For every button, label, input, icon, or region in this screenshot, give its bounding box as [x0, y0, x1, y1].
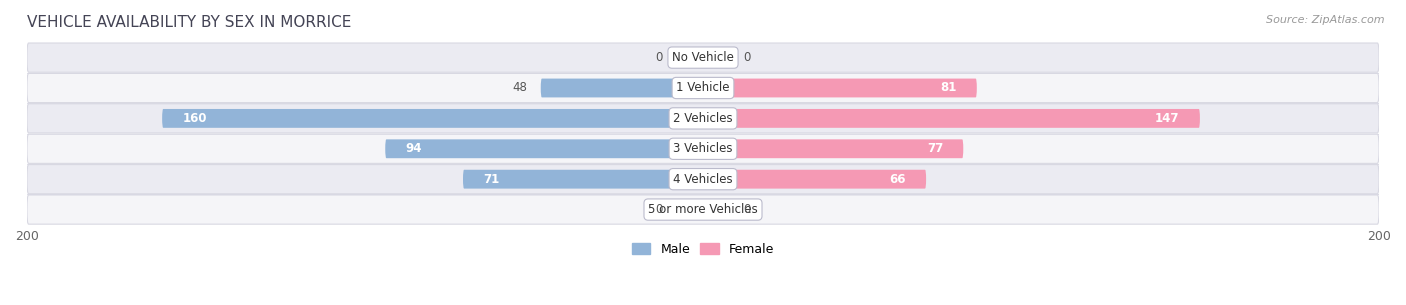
Text: 66: 66 [890, 173, 905, 186]
FancyBboxPatch shape [385, 139, 703, 158]
FancyBboxPatch shape [703, 200, 730, 219]
Text: 147: 147 [1156, 112, 1180, 125]
Legend: Male, Female: Male, Female [627, 238, 779, 261]
Text: 4 Vehicles: 4 Vehicles [673, 173, 733, 186]
Text: 1 Vehicle: 1 Vehicle [676, 81, 730, 95]
FancyBboxPatch shape [27, 43, 1379, 72]
FancyBboxPatch shape [703, 170, 927, 188]
FancyBboxPatch shape [703, 79, 977, 97]
Text: 0: 0 [744, 51, 751, 64]
FancyBboxPatch shape [27, 74, 1379, 102]
FancyBboxPatch shape [162, 109, 703, 128]
Text: 94: 94 [405, 142, 422, 155]
FancyBboxPatch shape [463, 170, 703, 188]
FancyBboxPatch shape [27, 195, 1379, 224]
Text: 0: 0 [744, 203, 751, 216]
Text: 71: 71 [484, 173, 499, 186]
Text: VEHICLE AVAILABILITY BY SEX IN MORRICE: VEHICLE AVAILABILITY BY SEX IN MORRICE [27, 15, 352, 30]
Text: 0: 0 [655, 203, 662, 216]
FancyBboxPatch shape [676, 200, 703, 219]
Text: Source: ZipAtlas.com: Source: ZipAtlas.com [1267, 15, 1385, 25]
Text: 77: 77 [927, 142, 943, 155]
FancyBboxPatch shape [541, 79, 703, 97]
FancyBboxPatch shape [27, 104, 1379, 133]
Text: 81: 81 [941, 81, 956, 95]
FancyBboxPatch shape [703, 48, 730, 67]
Text: 0: 0 [655, 51, 662, 64]
Text: 2 Vehicles: 2 Vehicles [673, 112, 733, 125]
FancyBboxPatch shape [27, 165, 1379, 194]
FancyBboxPatch shape [676, 48, 703, 67]
Text: 160: 160 [183, 112, 207, 125]
Text: 48: 48 [512, 81, 527, 95]
Text: No Vehicle: No Vehicle [672, 51, 734, 64]
FancyBboxPatch shape [27, 134, 1379, 163]
Text: 3 Vehicles: 3 Vehicles [673, 142, 733, 155]
FancyBboxPatch shape [703, 139, 963, 158]
FancyBboxPatch shape [703, 109, 1199, 128]
Text: 5 or more Vehicles: 5 or more Vehicles [648, 203, 758, 216]
